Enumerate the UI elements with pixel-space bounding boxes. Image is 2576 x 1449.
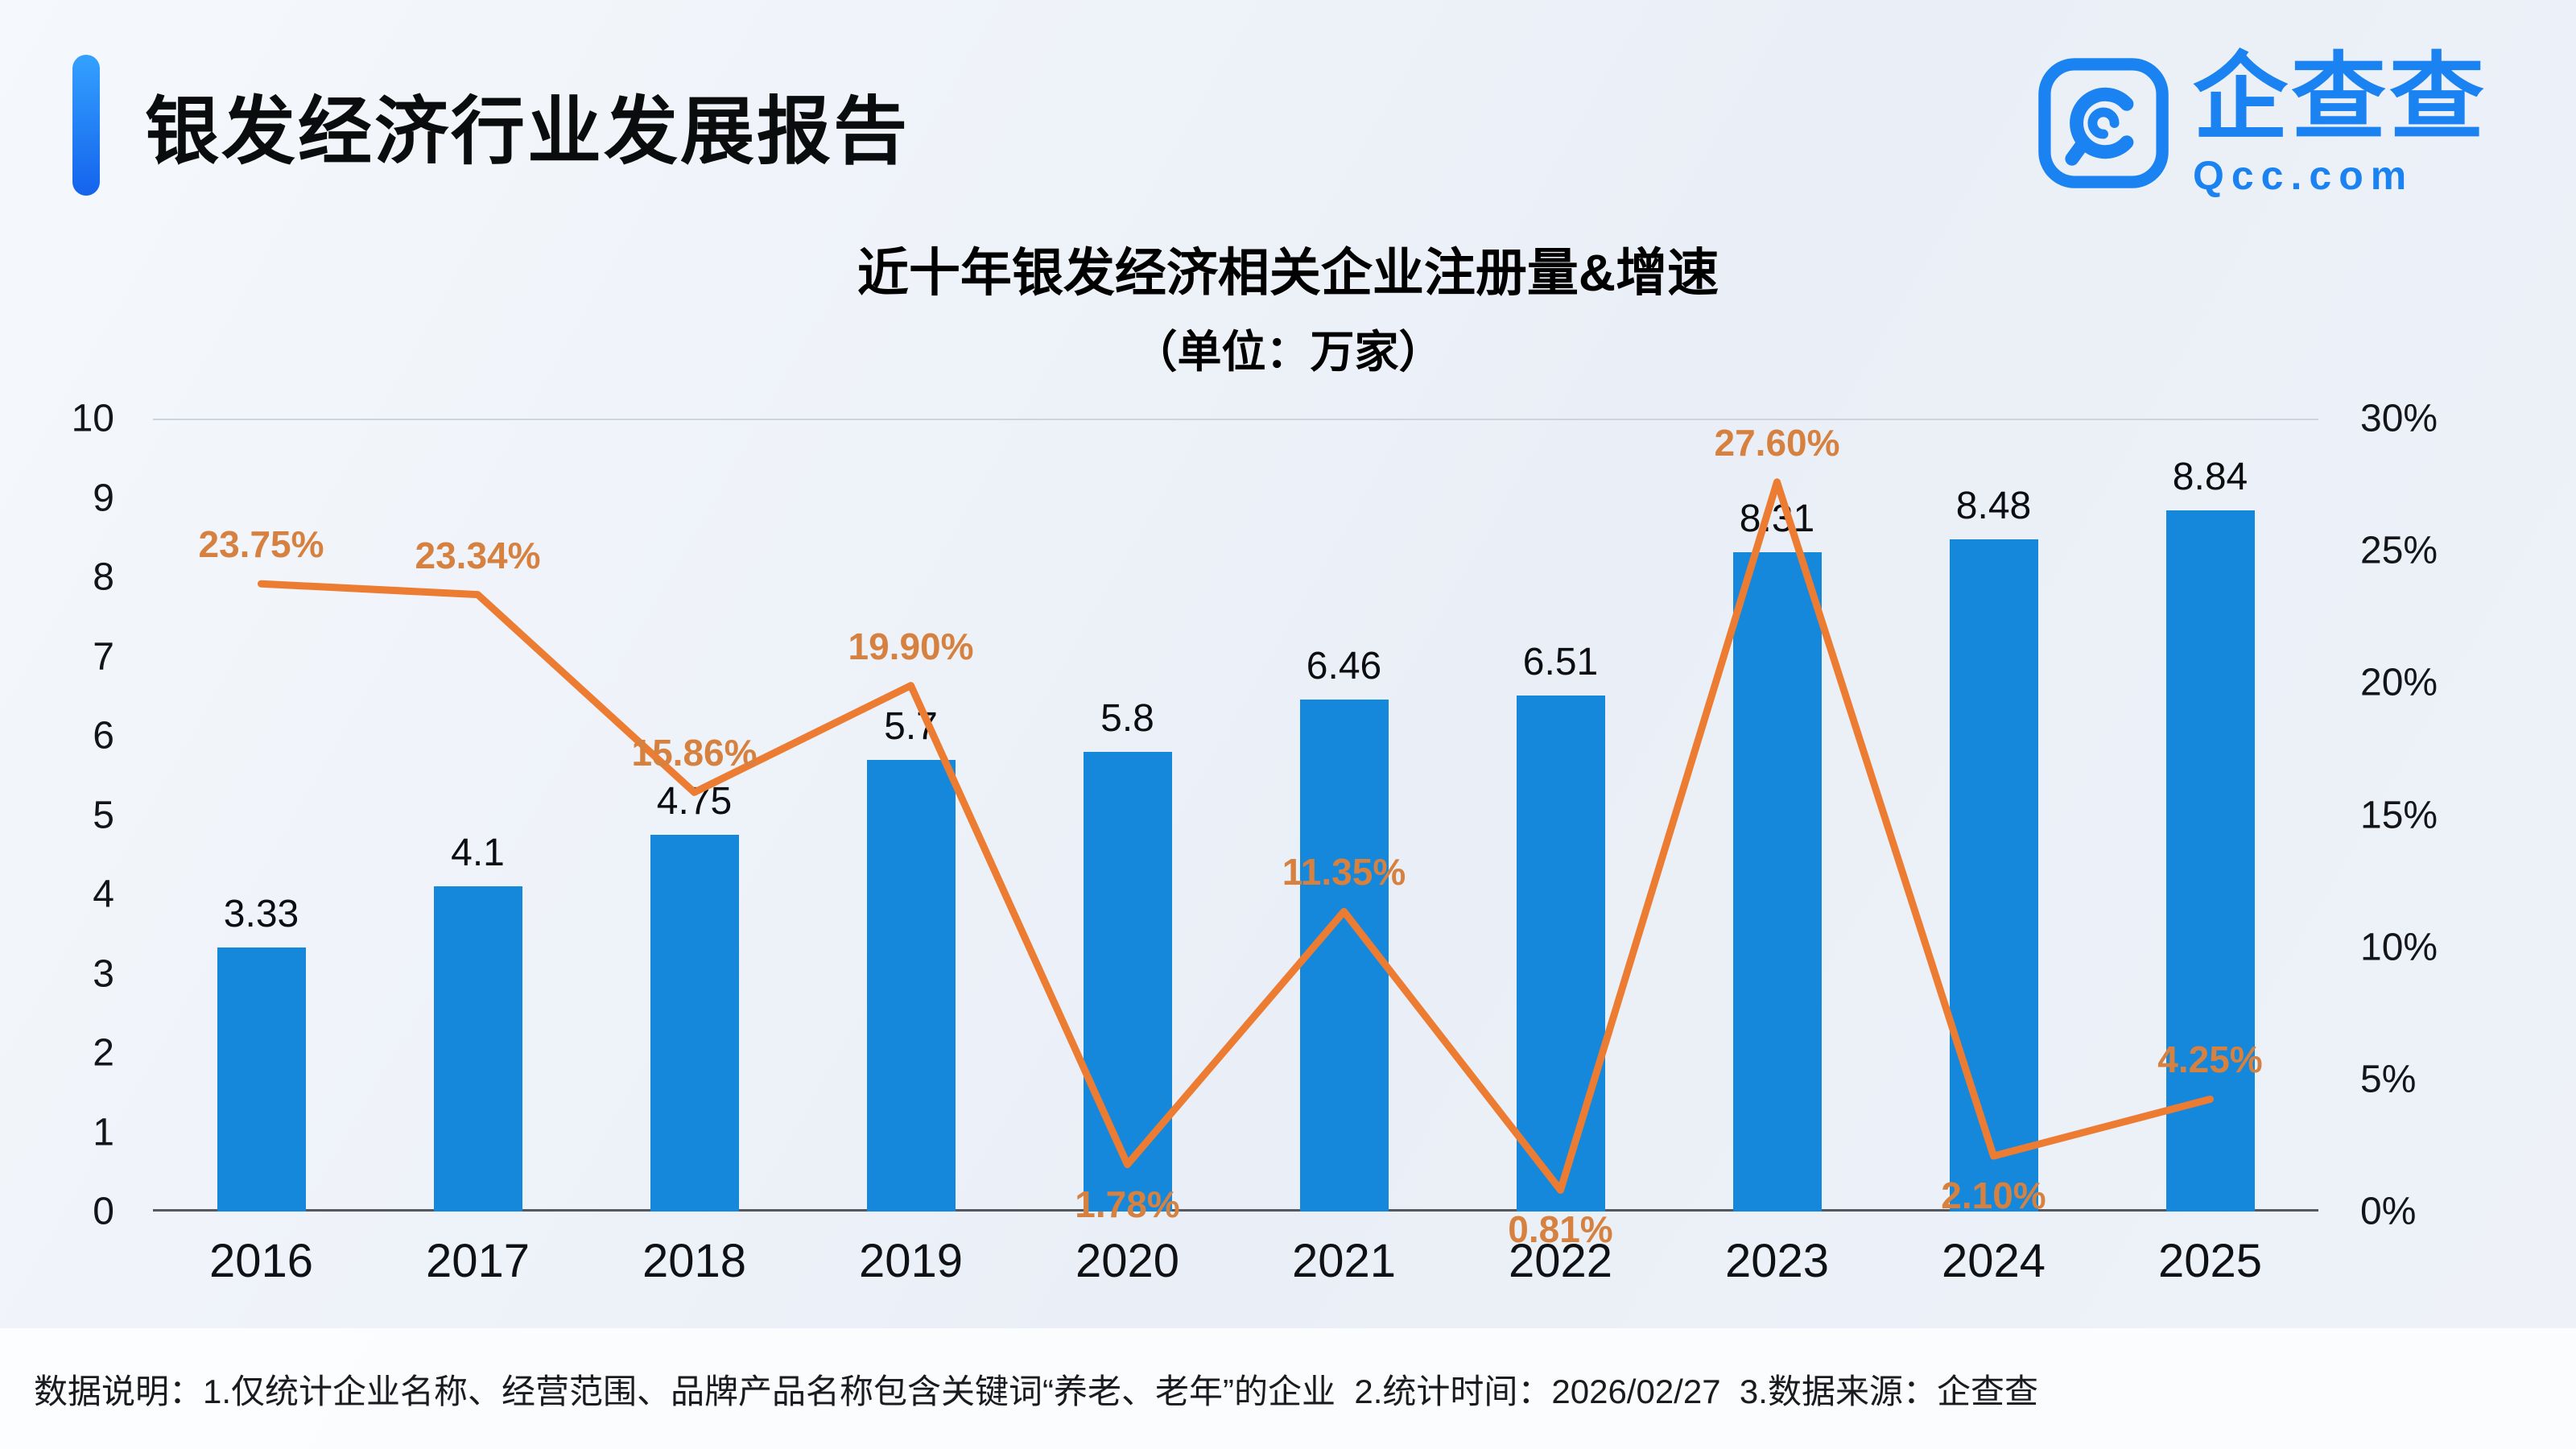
growth-rate-label: 27.60% <box>1714 421 1840 464</box>
left-axis-tick-label: 6 <box>93 714 114 758</box>
page-header: 银发经济行业发展报告 企查查 Qcc.com <box>72 44 2487 205</box>
registration-bar <box>433 886 522 1212</box>
registration-bar <box>1949 539 2038 1212</box>
growth-rate-label: 1.78% <box>1075 1183 1180 1225</box>
left-axis-tick-label: 3 <box>93 952 114 995</box>
growth-rate-label: 11.35% <box>1282 851 1406 894</box>
year-label: 2024 <box>1941 1235 2046 1287</box>
left-axis-tick-label: 7 <box>93 635 114 678</box>
growth-rate-line <box>258 478 2214 1194</box>
year-label: 2022 <box>1508 1235 1613 1287</box>
year-label: 2016 <box>208 1235 314 1287</box>
qcc-logo-text-block: 企查查 Qcc.com <box>2193 51 2487 199</box>
growth-rate-label: 15.86% <box>631 732 758 774</box>
bar-value-label: 8.31 <box>1739 497 1815 541</box>
bar-value-label: 8.84 <box>2172 456 2248 499</box>
registration-bar <box>2165 510 2255 1212</box>
growth-rate-label: 19.90% <box>848 625 974 667</box>
registration-bar <box>866 759 956 1212</box>
right-axis-tick-label: 15% <box>2360 794 2438 836</box>
header-accent-bar <box>72 54 100 196</box>
data-note: 数据说明：1.仅统计企业名称、经营范围、品牌产品名称包含关键词“养老、老年”的企… <box>34 1372 2038 1410</box>
bar-value-label: 8.48 <box>1955 484 2032 527</box>
registration-bar <box>1299 699 1389 1212</box>
year-label: 2020 <box>1075 1235 1180 1287</box>
left-axis-tick-label: 2 <box>93 1031 114 1075</box>
registration-bar <box>1516 695 1605 1212</box>
left-axis-tick-label: 5 <box>93 794 114 836</box>
registration-bar <box>217 947 306 1212</box>
top-gridline <box>153 419 2318 420</box>
page-footer: 数据说明：1.仅统计企业名称、经营范围、品牌产品名称包含关键词“养老、老年”的企… <box>0 1328 2576 1449</box>
qcc-logo-text: 企查查 <box>2192 45 2487 151</box>
bar-value-label: 4.75 <box>656 780 733 824</box>
right-axis-tick-label: 25% <box>2360 529 2438 572</box>
growth-rate-label: 23.75% <box>198 523 324 566</box>
registration-bar <box>1732 552 1822 1212</box>
right-axis-tick-label: 5% <box>2360 1058 2417 1101</box>
x-axis-baseline <box>153 1209 2318 1212</box>
growth-rate-label: 23.34% <box>415 534 541 576</box>
chart-subtitle: （单位：万家） <box>1133 327 1443 377</box>
qcc-logo-icon <box>2035 55 2172 196</box>
right-axis-tick-label: 0% <box>2360 1190 2417 1233</box>
growth-rate-label: 2.10% <box>1941 1174 2046 1217</box>
right-axis-tick-label: 10% <box>2360 926 2438 969</box>
report-title: 银发经济行业发展报告 <box>145 90 910 173</box>
bar-value-label: 6.46 <box>1306 644 1382 687</box>
bar-value-label: 3.33 <box>223 893 299 935</box>
growth-rate-label: 0.81% <box>1508 1208 1613 1251</box>
chart-title: 近十年银发经济相关企业注册量&增速 <box>857 244 1719 302</box>
right-axis-tick-label: 30% <box>2360 397 2438 440</box>
year-label: 2019 <box>858 1235 964 1287</box>
combo-chart: 0 1 2 3 4 5 6 7 8 9 10 0% 5% 10% 15% 20% 25% 30% 2016 3.33 2… <box>72 398 2438 1288</box>
qcc-logo-domain: Qcc.com <box>2192 153 2414 198</box>
bar-value-label: 5.8 <box>1100 696 1154 740</box>
left-axis-tick-label: 10 <box>71 397 114 440</box>
left-axis-tick-label: 0 <box>93 1190 114 1233</box>
bar-value-label: 6.51 <box>1522 640 1599 683</box>
year-label: 2021 <box>1291 1235 1397 1287</box>
year-label: 2025 <box>2157 1235 2263 1287</box>
left-axis-tick-label: 9 <box>93 477 114 519</box>
year-label: 2018 <box>642 1235 747 1287</box>
qcc-logo: 企查查 Qcc.com <box>2035 51 2487 199</box>
growth-rate-label: 4.25% <box>2157 1038 2263 1081</box>
left-axis-tick-label: 8 <box>93 555 114 599</box>
year-label: 2017 <box>425 1235 530 1287</box>
registration-bar <box>650 835 739 1212</box>
right-axis-tick-label: 20% <box>2360 661 2438 704</box>
bar-value-label: 4.1 <box>451 832 505 875</box>
left-axis-tick-label: 1 <box>93 1111 114 1154</box>
left-axis-tick-label: 4 <box>93 873 114 916</box>
year-label: 2023 <box>1724 1235 1830 1287</box>
